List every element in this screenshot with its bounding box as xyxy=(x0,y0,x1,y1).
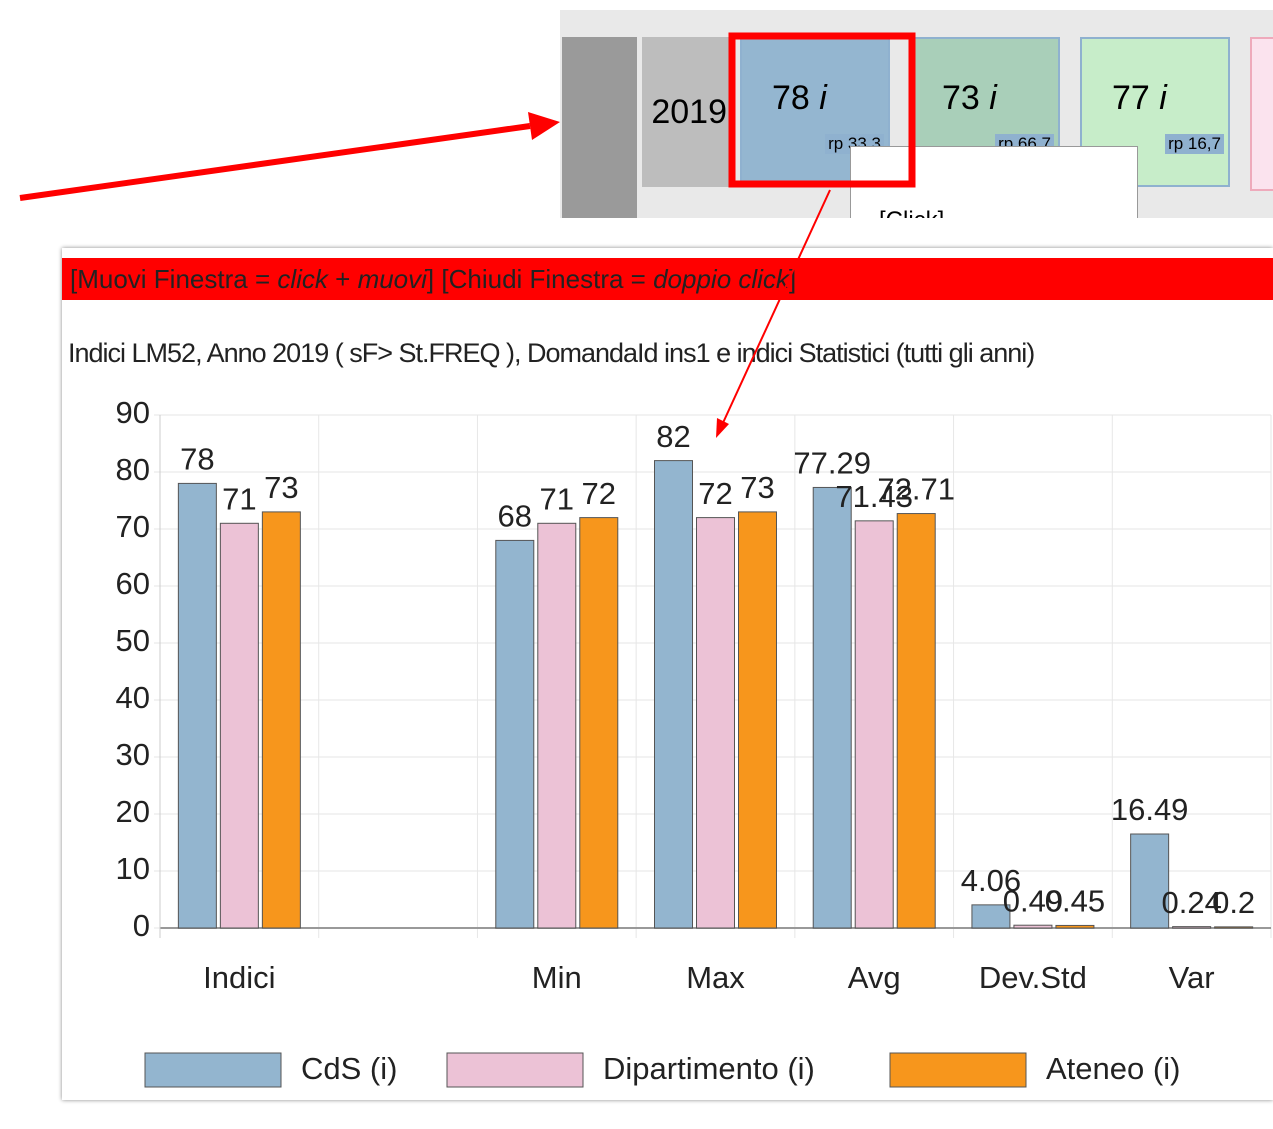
bar xyxy=(1130,833,1170,929)
data-label: 0.24 xyxy=(1161,885,1221,920)
window-header[interactable]: [Muovi Finestra = click + muovi] [Chiudi… xyxy=(62,258,1273,300)
bar xyxy=(1172,926,1212,929)
data-label: 72.71 xyxy=(877,472,955,507)
data-label: 71.43 xyxy=(835,479,913,514)
y-tick-label: 70 xyxy=(116,509,150,544)
header-part: + xyxy=(327,264,358,294)
value: 78 xyxy=(772,79,810,117)
unit: i xyxy=(989,79,997,117)
bar xyxy=(219,522,259,929)
bar xyxy=(1013,924,1053,929)
cell-value: 77 i xyxy=(1112,79,1167,118)
data-label: 78 xyxy=(180,442,214,477)
y-tick-label: 90 xyxy=(116,395,150,430)
y-tick-label: 30 xyxy=(116,737,150,772)
rp-label: rp 16,7 xyxy=(1165,134,1224,154)
x-tick-label: Avg xyxy=(848,960,901,995)
x-tick-label: Min xyxy=(532,960,582,995)
bar xyxy=(1214,926,1254,929)
legend-label: Ateneo (i) xyxy=(1046,1051,1180,1086)
data-label: 16.49 xyxy=(1111,792,1189,827)
data-label: 71 xyxy=(222,481,256,516)
data-label: 77.29 xyxy=(793,446,871,481)
bar xyxy=(738,511,777,929)
legend-swatch xyxy=(144,1052,282,1088)
y-tick-label: 80 xyxy=(116,452,150,487)
bar xyxy=(696,517,735,929)
bar xyxy=(971,904,1011,929)
year: 2019 xyxy=(642,37,735,187)
header-part: [Muovi Finestra = xyxy=(70,264,278,294)
bar xyxy=(261,511,301,929)
table-snippet: 2019 78 irp 33,373 irp 66,777 irp 16,7 [… xyxy=(560,10,1273,218)
legend-swatch xyxy=(889,1052,1027,1088)
data-label: 72 xyxy=(698,476,732,511)
x-tick-label: Max xyxy=(686,960,745,995)
arrow xyxy=(19,123,531,201)
cell xyxy=(562,37,637,218)
bar xyxy=(579,517,619,929)
data-label: 4.06 xyxy=(961,863,1021,898)
data-label: 73 xyxy=(740,470,774,505)
legend-label: Dipartimento (i) xyxy=(603,1051,815,1086)
x-tick-label: Dev.Std xyxy=(979,960,1087,995)
legend-swatch xyxy=(446,1052,584,1088)
y-tick-label: 20 xyxy=(116,794,150,829)
tooltip: [Click] xyxy=(850,146,1138,218)
data-label: 72 xyxy=(582,476,616,511)
header-part: ] [Chiudi Finestra = xyxy=(426,264,654,294)
data-label: 73 xyxy=(264,470,298,505)
cell-value: 73 i xyxy=(942,79,997,118)
bar xyxy=(495,539,535,929)
x-tick-label: Indici xyxy=(203,960,275,995)
cell-value: 78 i xyxy=(772,79,827,118)
data-label: 82 xyxy=(656,419,690,454)
bar xyxy=(854,520,894,929)
data-label: 68 xyxy=(498,499,532,534)
bar xyxy=(896,513,936,929)
unit: i xyxy=(819,79,827,117)
arrowhead xyxy=(528,112,560,140)
y-tick-label: 50 xyxy=(116,623,150,658)
y-tick-label: 10 xyxy=(116,851,150,886)
cell xyxy=(1250,37,1273,191)
bar xyxy=(654,460,693,929)
chart-window[interactable]: [Muovi Finestra = click + muovi] [Chiudi… xyxy=(62,248,1273,1100)
data-label: 71 xyxy=(540,481,574,516)
data-label: 0.49 xyxy=(1003,883,1063,918)
bar xyxy=(1055,924,1095,929)
y-tick-label: 60 xyxy=(116,566,150,601)
legend-label: CdS (i) xyxy=(301,1051,397,1086)
header-part: muovi xyxy=(357,264,427,294)
unit: i xyxy=(1159,79,1167,117)
data-label: 0.45 xyxy=(1045,884,1105,919)
chart-title: Indici LM52, Anno 2019 ( sF> St.FREQ ), … xyxy=(68,338,1035,368)
data-label: 0.2 xyxy=(1212,885,1255,920)
bar xyxy=(537,522,577,929)
value: 77 xyxy=(1112,79,1150,117)
y-tick-label: 0 xyxy=(133,908,150,943)
bar xyxy=(812,486,852,929)
header-part: click xyxy=(277,264,328,294)
bar xyxy=(177,482,217,929)
value: 73 xyxy=(942,79,980,117)
x-tick-label: Var xyxy=(1169,960,1215,995)
y-tick-label: 40 xyxy=(116,680,150,715)
